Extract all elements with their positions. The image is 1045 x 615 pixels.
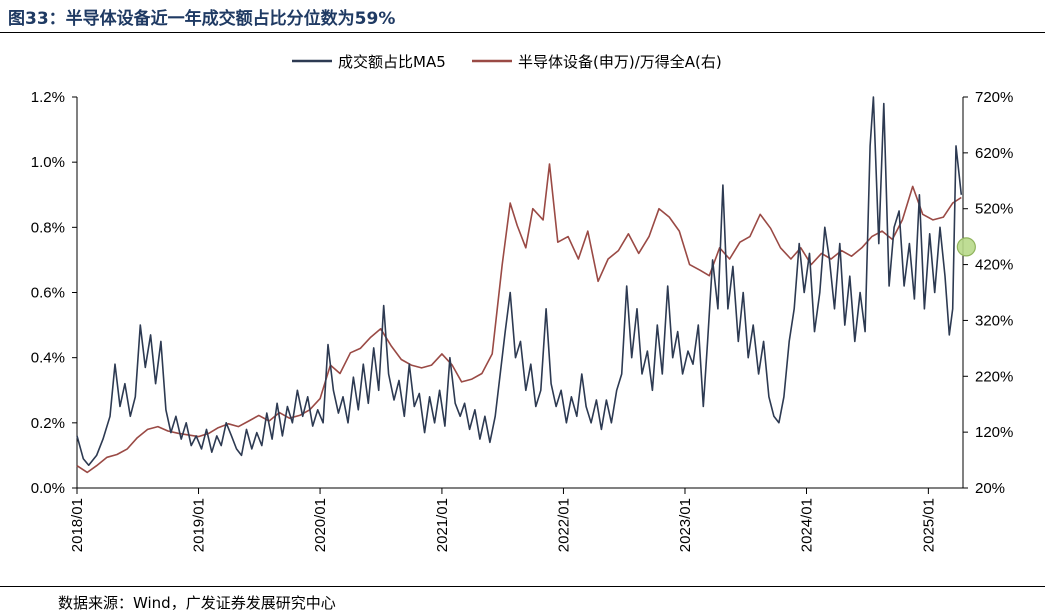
axes: 0.0% 0.2% 0.4% 0.6% 0.8% 1.0% 1.2% 20% 120% 220% 3… xyxy=(31,89,1014,552)
series-line-semi-ratio xyxy=(76,163,962,474)
x-tick-label: 2020/01 xyxy=(312,498,329,552)
y-left-tick-label: 0.6% xyxy=(31,285,65,302)
series-line-share-ma5 xyxy=(76,96,963,467)
x-tick-label: 2019/01 xyxy=(191,498,208,552)
y-right-tick-label: 620% xyxy=(975,145,1013,162)
highlight-marker xyxy=(956,237,976,257)
top-rule xyxy=(0,32,1045,33)
y-right-tick-label: 520% xyxy=(975,201,1013,218)
y-left-tick-label: 0.0% xyxy=(31,480,65,497)
legend-label-share-ma5: 成交额占比MA5 xyxy=(338,53,446,71)
line-chart: 成交额占比MA5 半导体设备(申万)/万得全A(右) 0.0%0.2%0.4%0… xyxy=(31,53,1014,552)
legend-label-semi-ratio: 半导体设备(申万)/万得全A(右) xyxy=(518,53,722,71)
x-tick-label: 2022/01 xyxy=(555,498,572,552)
source-note: 数据来源：Wind，广发证券发展研究中心 xyxy=(58,594,336,612)
y-left-tick-label: 1.0% xyxy=(31,154,65,171)
x-tick-label: 2018/01 xyxy=(69,498,86,552)
y-right-tick-label: 220% xyxy=(975,368,1013,385)
y-left-tick-label: 0.4% xyxy=(31,350,65,367)
y-left-tick-label: 0.8% xyxy=(31,219,65,236)
figure-title: 图33：半导体设备近一年成交额占比分位数为59% xyxy=(8,9,396,29)
legend: 成交额占比MA5 半导体设备(申万)/万得全A(右) xyxy=(292,53,722,71)
x-tick-label: 2021/01 xyxy=(434,498,451,552)
series-group xyxy=(76,96,976,474)
bottom-rule xyxy=(0,586,1045,587)
x-tick-label: 2023/01 xyxy=(677,498,694,552)
y-left-tick-label: 1.2% xyxy=(31,89,65,106)
x-tick-label: 2025/01 xyxy=(920,498,937,552)
y-right-tick-label: 720% xyxy=(975,89,1013,106)
y-right-tick-label: 420% xyxy=(975,257,1013,274)
y-right-tick-label: 320% xyxy=(975,312,1013,329)
y-right-tick-label: 20% xyxy=(975,480,1005,497)
y-left-tick-label: 0.2% xyxy=(31,415,65,432)
x-tick-label: 2024/01 xyxy=(799,498,816,552)
y-right-tick-label: 120% xyxy=(975,424,1013,441)
